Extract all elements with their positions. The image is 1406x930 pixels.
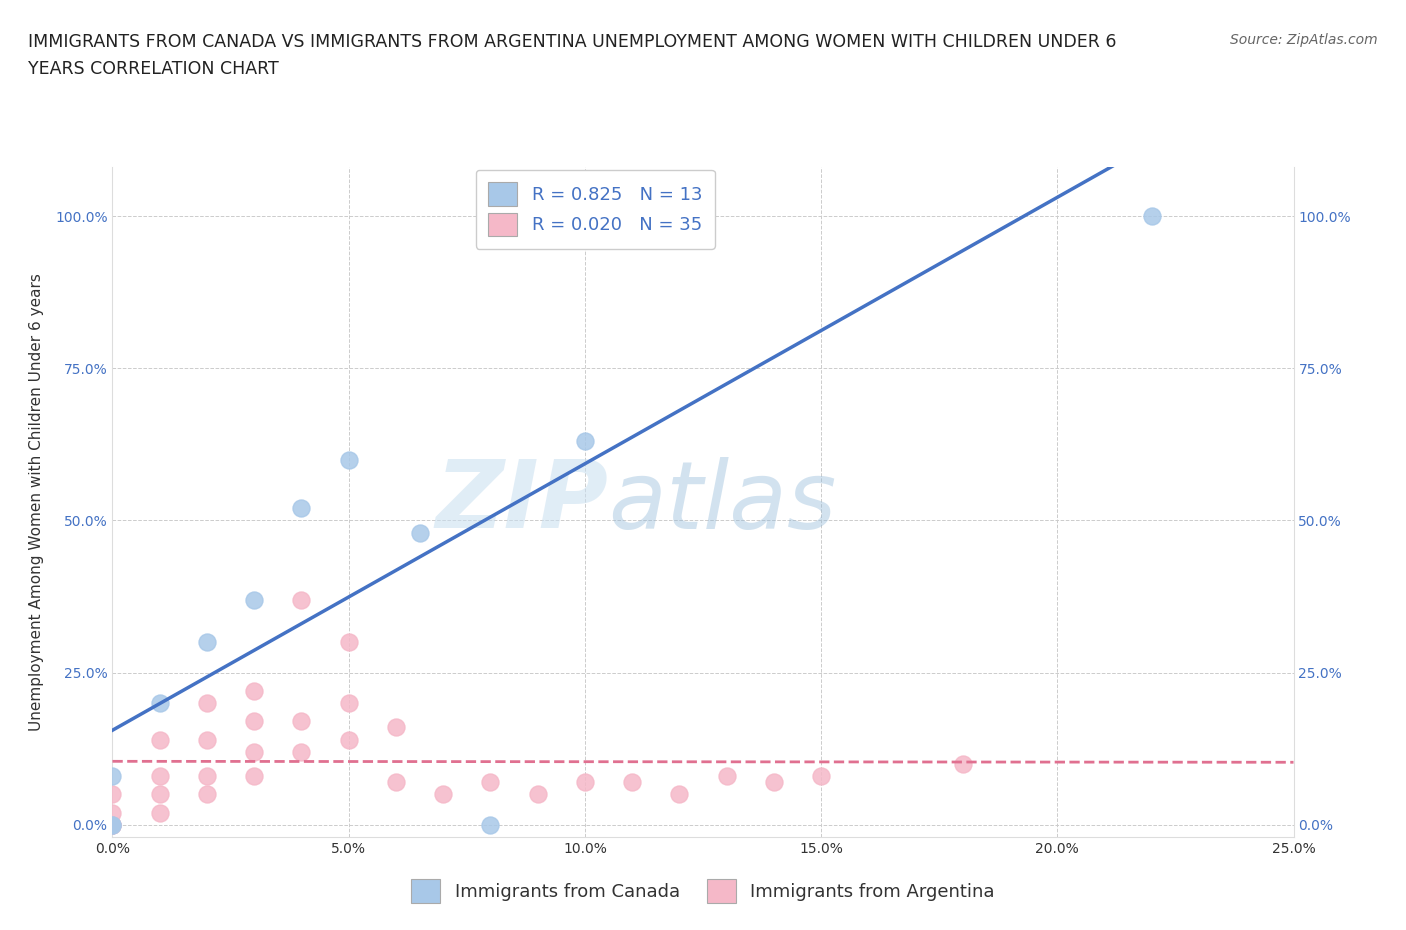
Point xyxy=(479,817,502,832)
Point xyxy=(574,227,596,242)
Point xyxy=(762,775,785,790)
Point xyxy=(337,696,360,711)
Point xyxy=(479,775,502,790)
Point xyxy=(337,452,360,467)
Text: IMMIGRANTS FROM CANADA VS IMMIGRANTS FROM ARGENTINA UNEMPLOYMENT AMONG WOMEN WIT: IMMIGRANTS FROM CANADA VS IMMIGRANTS FRO… xyxy=(28,33,1116,50)
Point xyxy=(101,769,124,784)
Point xyxy=(810,769,832,784)
Point xyxy=(243,684,266,698)
Point xyxy=(101,805,124,820)
Point xyxy=(337,635,360,650)
Point xyxy=(149,805,172,820)
Text: Source: ZipAtlas.com: Source: ZipAtlas.com xyxy=(1230,33,1378,46)
Point xyxy=(195,769,218,784)
Point xyxy=(290,744,312,759)
Point xyxy=(526,787,548,802)
Point xyxy=(385,775,408,790)
Y-axis label: Unemployment Among Women with Children Under 6 years: Unemployment Among Women with Children U… xyxy=(30,273,44,731)
Point xyxy=(385,720,408,735)
Point xyxy=(668,787,690,802)
Point xyxy=(243,769,266,784)
Text: YEARS CORRELATION CHART: YEARS CORRELATION CHART xyxy=(28,60,278,78)
Point xyxy=(243,592,266,607)
Point xyxy=(149,732,172,747)
Point xyxy=(243,744,266,759)
Point xyxy=(574,775,596,790)
Point xyxy=(101,817,124,832)
Point xyxy=(101,817,124,832)
Point xyxy=(149,787,172,802)
Point xyxy=(337,732,360,747)
Point xyxy=(716,769,738,784)
Point xyxy=(195,732,218,747)
Point xyxy=(243,714,266,729)
Text: atlas: atlas xyxy=(609,457,837,548)
Point xyxy=(408,525,430,540)
Point xyxy=(101,817,124,832)
Point xyxy=(290,714,312,729)
Legend: R = 0.825   N = 13, R = 0.020   N = 35: R = 0.825 N = 13, R = 0.020 N = 35 xyxy=(475,170,714,248)
Point xyxy=(195,696,218,711)
Point xyxy=(432,787,454,802)
Point xyxy=(101,817,124,832)
Point xyxy=(195,635,218,650)
Point xyxy=(621,775,644,790)
Point xyxy=(574,434,596,449)
Point xyxy=(101,787,124,802)
Point xyxy=(195,787,218,802)
Point xyxy=(952,756,974,771)
Point xyxy=(149,696,172,711)
Point xyxy=(149,769,172,784)
Text: ZIP: ZIP xyxy=(436,457,609,548)
Legend: Immigrants from Canada, Immigrants from Argentina: Immigrants from Canada, Immigrants from … xyxy=(402,870,1004,911)
Point xyxy=(1140,208,1163,223)
Point xyxy=(290,592,312,607)
Point xyxy=(101,817,124,832)
Point xyxy=(290,501,312,516)
